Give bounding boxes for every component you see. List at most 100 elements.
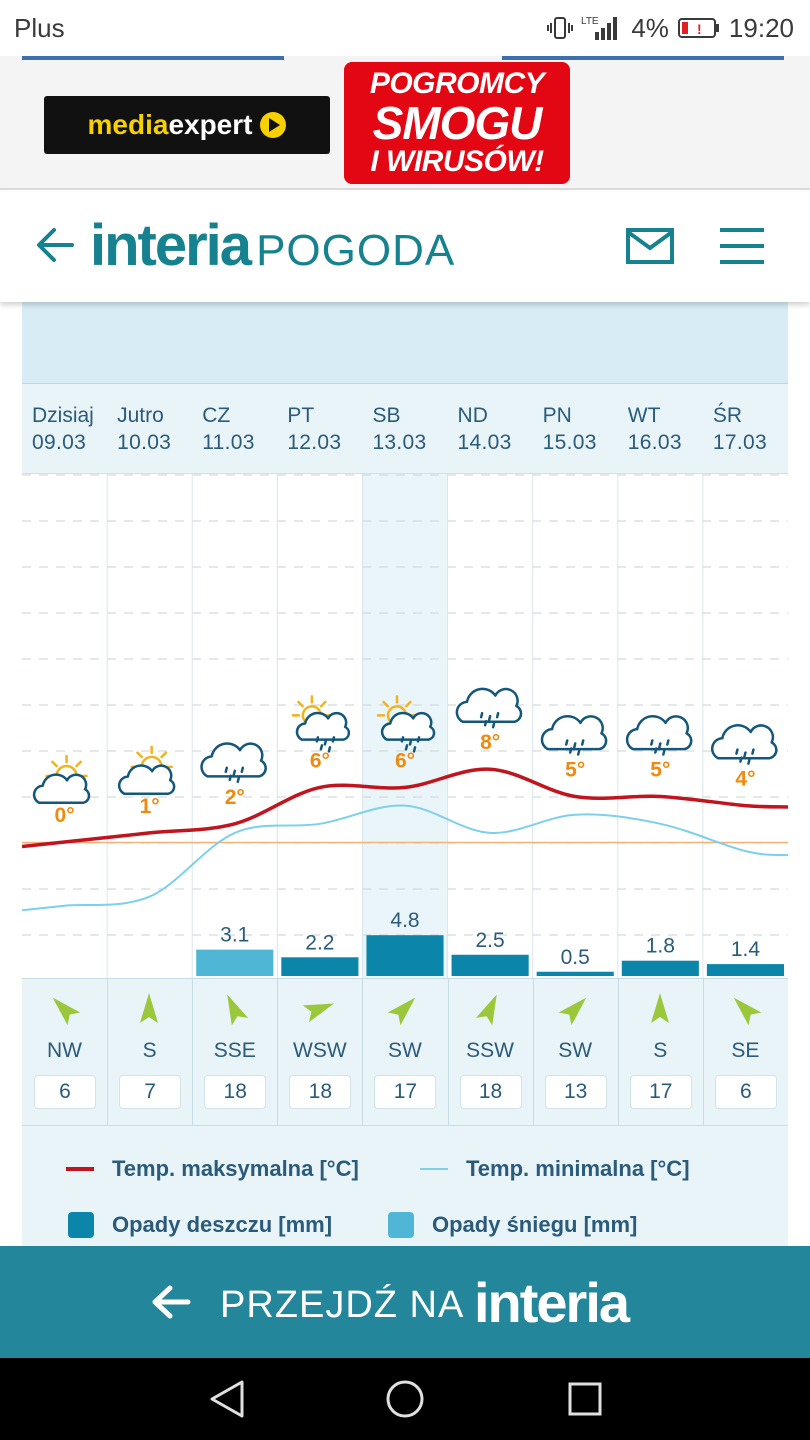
wind-direction: SE bbox=[731, 1039, 760, 1062]
goto-arrow-icon bbox=[152, 1285, 191, 1319]
precip-label: 0.5 bbox=[561, 946, 590, 969]
status-bar: Plus LTE 4% ! 19:20 bbox=[0, 0, 810, 56]
precip-label: 1.8 bbox=[646, 935, 675, 958]
ad-strip-left bbox=[22, 56, 284, 60]
day-date: 17.03 bbox=[712, 431, 767, 454]
goto-interia-bar[interactable]: PRZEJDŹ NA interia bbox=[0, 1246, 810, 1358]
day-name: WT bbox=[627, 404, 661, 427]
rain-drop bbox=[495, 711, 500, 719]
interia-logo: interia bbox=[474, 1271, 630, 1334]
wind-arrow-icon bbox=[558, 997, 586, 1026]
rain-drop bbox=[416, 736, 421, 743]
rain-drop bbox=[412, 746, 417, 753]
legend-min-swatch bbox=[420, 1168, 448, 1170]
temp-label: 4° bbox=[735, 768, 755, 791]
sun-ray bbox=[160, 751, 168, 759]
ad-banner[interactable]: media expert POGROMCY SMOGU I WIRUSÓW! bbox=[0, 56, 810, 190]
precip-label: 2.2 bbox=[305, 931, 334, 954]
mediaexpert-logo[interactable]: media expert bbox=[44, 96, 330, 154]
rain-bar bbox=[621, 960, 699, 976]
promo-line-2: SMOGU bbox=[372, 97, 543, 149]
rain-drop bbox=[331, 736, 336, 743]
nav-recents-icon[interactable] bbox=[562, 1376, 608, 1422]
cloud-icon bbox=[540, 714, 608, 751]
legend-snow: Opady śniegu [mm] bbox=[388, 1212, 637, 1238]
wind-arrow-icon bbox=[140, 993, 159, 1023]
day-date: 12.03 bbox=[287, 431, 342, 454]
rain-bar bbox=[536, 971, 614, 976]
rain-drop bbox=[580, 739, 585, 746]
day-header-0[interactable]: Dzisiaj 09.03 bbox=[22, 402, 107, 492]
temp-label: 5° bbox=[565, 759, 585, 782]
wind-speed: 18 bbox=[289, 1075, 352, 1109]
promo-badge[interactable]: POGROMCY SMOGU I WIRUSÓW! bbox=[344, 62, 570, 184]
clock: 19:20 bbox=[728, 12, 794, 43]
wind-arrow-icon bbox=[475, 994, 497, 1026]
rain-drop bbox=[487, 714, 492, 722]
rain-drop bbox=[400, 736, 405, 743]
wind-direction: WSW bbox=[293, 1039, 347, 1062]
wind-separator bbox=[702, 979, 704, 1127]
wind-column-4: SW 17 bbox=[362, 979, 447, 1127]
wind-arrow-icon bbox=[388, 997, 416, 1026]
rain-drop bbox=[491, 721, 496, 729]
wind-separator bbox=[617, 979, 619, 1127]
promo-line-1: POGROMCY bbox=[369, 67, 545, 100]
day-name: ND bbox=[457, 404, 488, 427]
rain-drop bbox=[404, 744, 409, 751]
wind-separator bbox=[107, 979, 109, 1127]
day-header-5[interactable]: ND 14.03 bbox=[448, 402, 533, 492]
day-header-8[interactable]: ŚR 17.03 bbox=[703, 402, 788, 492]
day-header-2[interactable]: CZ 11.03 bbox=[192, 402, 277, 492]
rain-drop bbox=[743, 751, 747, 758]
wind-column-8: SE 6 bbox=[703, 979, 788, 1127]
panel-top-band bbox=[22, 302, 788, 384]
rain-drop bbox=[662, 749, 666, 756]
day-name: PT bbox=[287, 404, 315, 427]
logo-media-text: media bbox=[87, 109, 169, 140]
snow-bar bbox=[196, 949, 274, 976]
rain-drop bbox=[319, 744, 324, 751]
day-date: 13.03 bbox=[372, 431, 427, 454]
interia-pogoda-logo[interactable]: interia POGODA bbox=[90, 212, 455, 279]
wind-direction: SSE bbox=[213, 1039, 256, 1062]
day-name: Jutro bbox=[117, 404, 164, 427]
rain-drop bbox=[568, 747, 573, 754]
legend-snow-label: Opady śniegu [mm] bbox=[432, 1212, 638, 1237]
rain-bar bbox=[366, 935, 444, 976]
wind-direction: S bbox=[142, 1039, 157, 1062]
wind-arrow-icon bbox=[227, 994, 249, 1026]
mail-icon[interactable] bbox=[626, 228, 674, 264]
day-header-7[interactable]: WT 16.03 bbox=[618, 402, 703, 492]
cloud-icon bbox=[380, 711, 436, 741]
nav-home-icon[interactable] bbox=[382, 1376, 428, 1422]
hamburger-menu-icon[interactable] bbox=[718, 226, 766, 266]
svg-text:!: ! bbox=[697, 21, 702, 37]
day-header-6[interactable]: PN 15.03 bbox=[533, 402, 618, 492]
day-name: PN bbox=[542, 404, 572, 427]
legend-snow-swatch bbox=[388, 1212, 414, 1238]
wind-arrow-icon bbox=[733, 997, 762, 1026]
nav-back-icon[interactable] bbox=[204, 1376, 250, 1422]
rain-bar bbox=[451, 954, 529, 976]
rain-drop bbox=[751, 748, 755, 755]
brand-interia: interia bbox=[90, 213, 252, 278]
legend-rain-swatch bbox=[68, 1212, 94, 1238]
logo-expert-text: expert bbox=[168, 109, 253, 140]
wind-direction: SW bbox=[558, 1039, 593, 1062]
back-arrow-icon[interactable] bbox=[32, 222, 78, 268]
wind-speed: 6 bbox=[714, 1075, 777, 1109]
rain-drop bbox=[228, 774, 233, 782]
temp-label: 8° bbox=[480, 731, 500, 754]
precip-label: 2.5 bbox=[476, 929, 505, 952]
rain-bar bbox=[281, 957, 359, 976]
temp-label: 0° bbox=[55, 804, 75, 827]
day-header-row: Dzisiaj 09.03 Jutro 10.03 CZ 11.03 PT 12.03 SB 13… bbox=[22, 384, 788, 474]
day-header-4[interactable]: SB 13.03 bbox=[362, 402, 447, 492]
wind-column-3: WSW 18 bbox=[277, 979, 362, 1127]
day-header-1[interactable]: Jutro 10.03 bbox=[107, 402, 192, 492]
sun-ray bbox=[404, 700, 412, 708]
day-header-3[interactable]: PT 12.03 bbox=[277, 402, 362, 492]
day-date: 15.03 bbox=[542, 431, 597, 454]
